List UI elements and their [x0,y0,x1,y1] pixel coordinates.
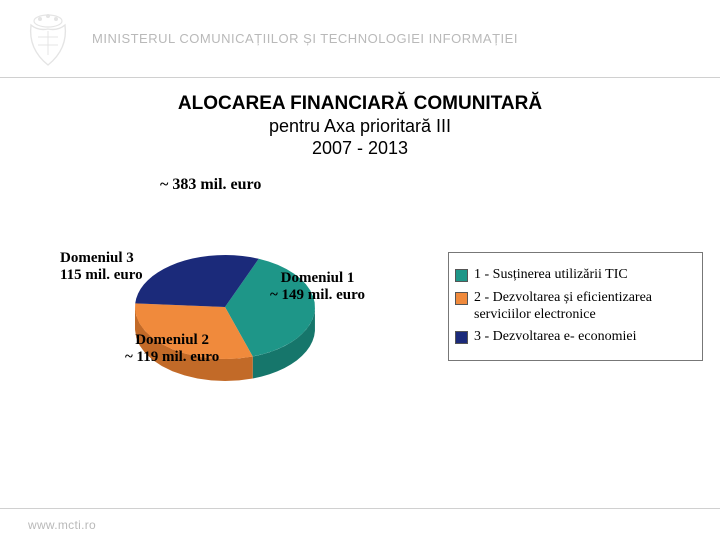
legend-text: 2 - Dezvoltarea și eficientizarea servic… [474,290,696,324]
slice-label-d3: Domeniul 3 115 mil. euro [60,250,143,285]
total-label: ~ 383 mil. euro [160,176,261,194]
footer: www.mcti.ro [0,508,720,540]
ministry-name: MINISTERUL COMUNICAȚIILOR ȘI TECHNOLOGIE… [92,31,518,46]
title-main: ALOCAREA FINANCIARĂ COMUNITARĂ [0,93,720,115]
title-subtitle-1: pentru Axa prioritară III [0,116,720,137]
legend-item: 2 - Dezvoltarea și eficientizarea servic… [455,290,696,324]
legend: 1 - Susținerea utilizării TIC 2 - Dezvolt… [448,252,703,361]
legend-text: 1 - Susținerea utilizării TIC [474,267,628,284]
slice-label-line: Domeniul 3 [60,250,143,267]
slice-label-line: Domeniul 2 [125,332,219,349]
coat-of-arms-icon [18,9,78,69]
slice-label-d2: Domeniul 2 ~ 119 mil. euro [125,332,219,367]
legend-swatch [455,269,468,282]
header: MINISTERUL COMUNICAȚIILOR ȘI TECHNOLOGIE… [0,0,720,78]
title-block: ALOCAREA FINANCIARĂ COMUNITARĂ pentru Ax… [0,93,720,159]
footer-url: www.mcti.ro [28,518,96,532]
legend-swatch [455,331,468,344]
pie-chart: Domeniul 3 115 mil. euro Domeniul 1 ~ 14… [40,210,400,430]
slice-label-line: 115 mil. euro [60,267,143,284]
legend-item: 3 - Dezvoltarea e- economiei [455,329,696,346]
slice-label-line: ~ 119 mil. euro [125,349,219,366]
legend-swatch [455,292,468,305]
slice-label-d1: Domeniul 1 ~ 149 mil. euro [270,270,365,305]
legend-item: 1 - Susținerea utilizării TIC [455,267,696,284]
legend-text: 3 - Dezvoltarea e- economiei [474,329,636,346]
pie-svg [130,245,320,400]
slice-label-line: Domeniul 1 [270,270,365,287]
title-subtitle-2: 2007 - 2013 [0,138,720,159]
slice-label-line: ~ 149 mil. euro [270,287,365,304]
